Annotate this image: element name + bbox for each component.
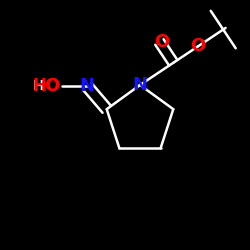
Text: HO: HO [33, 78, 61, 96]
Text: O: O [44, 78, 60, 96]
Text: H: H [33, 79, 45, 93]
Text: N: N [132, 76, 148, 94]
Text: O: O [154, 33, 170, 51]
Text: N: N [80, 78, 95, 96]
Text: O: O [190, 37, 206, 55]
